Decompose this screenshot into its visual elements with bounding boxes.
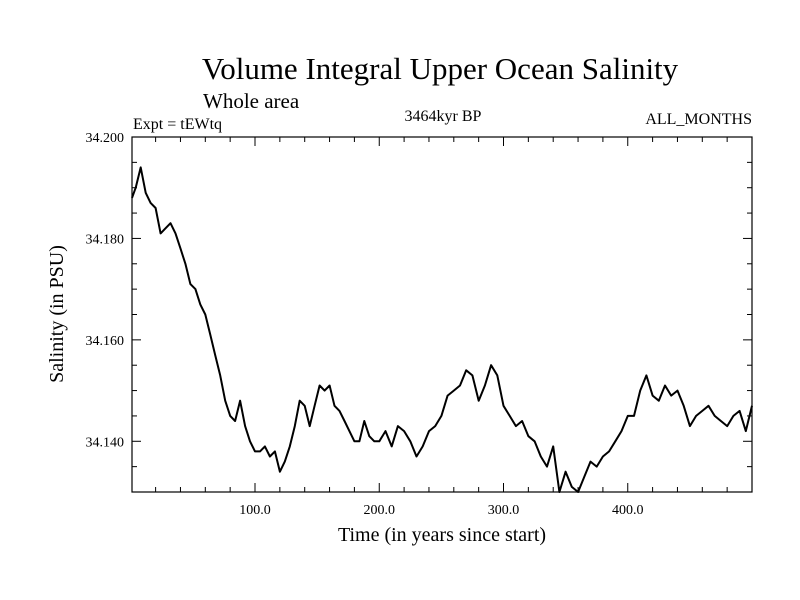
x-tick-label: 400.0 bbox=[612, 503, 644, 518]
salinity-series-line bbox=[131, 166, 753, 493]
y-tick-label: 34.180 bbox=[86, 232, 125, 247]
y-tick-label: 34.200 bbox=[86, 131, 125, 146]
plot-frame bbox=[131, 136, 753, 493]
period-label: 3464kyr BP bbox=[405, 108, 482, 125]
axis-ticks bbox=[132, 137, 752, 492]
x-tick-label: 200.0 bbox=[364, 503, 396, 518]
x-tick-label: 300.0 bbox=[488, 503, 520, 518]
chart-title: Volume Integral Upper Ocean Salinity bbox=[202, 51, 679, 86]
y-axis-label: Salinity (in PSU) bbox=[46, 245, 68, 383]
x-tick-label: 100.0 bbox=[239, 503, 271, 518]
y-tick-label: 34.160 bbox=[86, 334, 125, 349]
chart-subtitle: Whole area bbox=[203, 89, 300, 113]
y-tick-label: 34.140 bbox=[86, 435, 125, 450]
axis-tick-labels: 100.0 200.0 300.0 400.0 34.140 34.160 34.180 34… bbox=[86, 131, 644, 518]
experiment-label: Expt = tEWtq bbox=[133, 116, 222, 133]
x-axis-label: Time (in years since start) bbox=[338, 524, 546, 546]
months-label: ALL_MONTHS bbox=[645, 111, 752, 128]
